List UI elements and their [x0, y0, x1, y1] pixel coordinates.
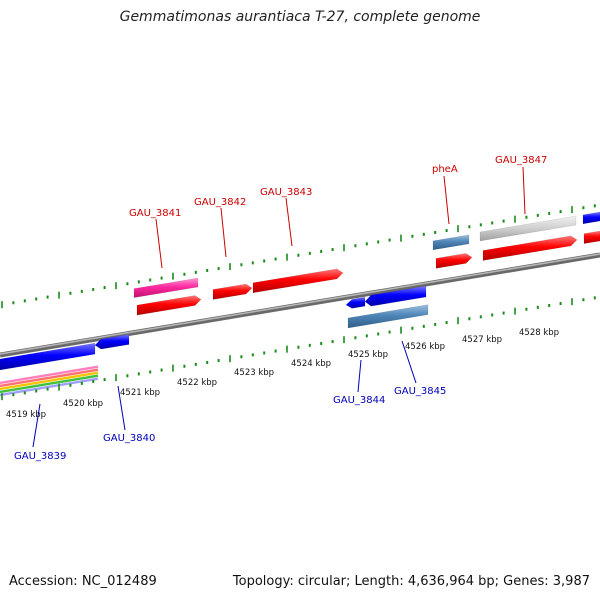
- ruler-label: 4519 kbp: [6, 410, 46, 420]
- genome-backbone: [0, 252, 600, 358]
- leader-line: [285, 197, 293, 247]
- gene-feature-gray: [479, 215, 577, 242]
- tracks-layer: [0, 252, 600, 397]
- genome-summary-text: Topology: circular; Length: 4,636,964 bp…: [232, 574, 590, 589]
- gene-feature-red: [212, 283, 253, 300]
- ruler-label: 4527 kbp: [462, 335, 502, 345]
- gene-label-gau-3843[interactable]: GAU_3843: [260, 187, 312, 198]
- forward-tick-track: [1, 204, 596, 309]
- gene-feature-red: [583, 230, 600, 244]
- ruler-label: 4526 kbp: [405, 342, 445, 352]
- ruler-label: 4525 kbp: [348, 350, 388, 360]
- gene-feature-red: [482, 235, 578, 261]
- ruler-label: 4524 kbp: [291, 359, 331, 369]
- gene-label-gau-3847[interactable]: GAU_3847: [495, 155, 547, 166]
- gene-features: [0, 211, 600, 371]
- gene-label-gau-3844[interactable]: GAU_3844: [333, 395, 385, 406]
- gene-feature-blue: [94, 334, 130, 350]
- ruler-label: 4528 kbp: [519, 328, 559, 338]
- gene-feature-blue: [0, 342, 96, 371]
- leader-line: [357, 359, 362, 393]
- feature-track-line: [0, 365, 99, 385]
- leader-line: [155, 218, 163, 269]
- forward-gene-labels: GAU_3841 GAU_3842 GAU_3843 pheA GAU_3847: [129, 155, 547, 219]
- leader-line: [522, 166, 526, 215]
- accession-text: Accession: NC_012489: [9, 574, 157, 589]
- leader-line: [220, 207, 227, 258]
- leader-line: [117, 385, 126, 431]
- ruler-labels: 4519 kbp 4520 kbp 4521 kbp 4522 kbp 4523…: [6, 328, 559, 420]
- gene-label-phea[interactable]: pheA: [432, 164, 458, 175]
- leader-line: [401, 340, 417, 384]
- gene-feature-red: [435, 253, 473, 269]
- reverse-gene-labels: GAU_3839 GAU_3840 GAU_3844 GAU_3845: [14, 386, 446, 462]
- ruler-label: 4520 kbp: [63, 399, 103, 409]
- page-title: Gemmatimonas aurantiaca T-27, complete g…: [119, 9, 481, 25]
- gene-feature-blue: [345, 296, 366, 309]
- ruler-label: 4523 kbp: [234, 368, 274, 378]
- gene-feature-blue: [364, 285, 427, 307]
- gene-label-gau-3842[interactable]: GAU_3842: [194, 197, 246, 208]
- gene-label-gau-3845[interactable]: GAU_3845: [394, 386, 446, 397]
- gene-feature-red: [252, 268, 344, 294]
- feature-track-line: [0, 368, 99, 388]
- gene-feature-steel: [347, 304, 429, 329]
- gene-label-gau-3839[interactable]: GAU_3839: [14, 451, 66, 462]
- feature-track-line: [0, 377, 99, 397]
- gene-feature-pink: [133, 277, 199, 298]
- gene-leader-lines: [32, 166, 526, 448]
- gene-feature-blue: [582, 211, 600, 225]
- ruler-label: 4521 kbp: [120, 388, 160, 398]
- leader-line: [32, 403, 41, 448]
- genome-backbone-highlight: [0, 253, 600, 355]
- gene-feature-red: [136, 295, 202, 316]
- reverse-tick-track: [1, 296, 596, 401]
- feature-track-line: [0, 371, 99, 391]
- leader-line: [443, 175, 450, 225]
- ruler-label: 4522 kbp: [177, 378, 217, 388]
- gene-label-gau-3841[interactable]: GAU_3841: [129, 208, 181, 219]
- feature-track-line: [0, 374, 99, 394]
- gene-feature-steel: [432, 234, 470, 251]
- gene-label-gau-3840[interactable]: GAU_3840: [103, 433, 155, 444]
